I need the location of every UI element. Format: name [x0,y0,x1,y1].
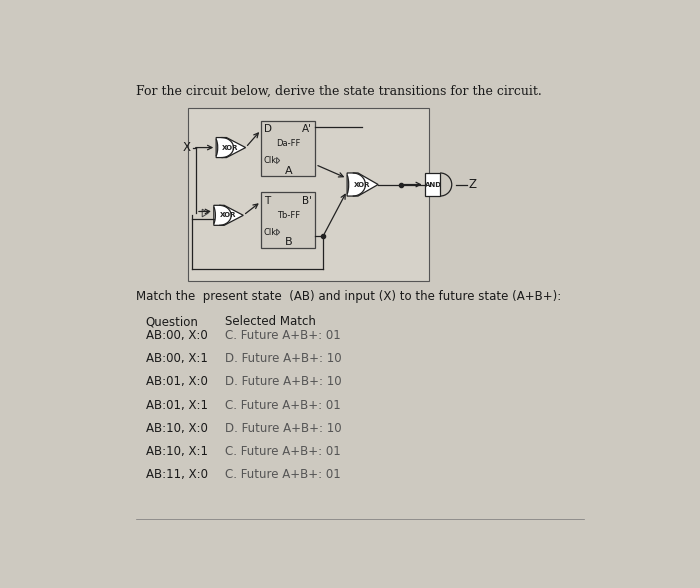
Text: A: A [284,166,292,176]
Text: AB:10, X:1: AB:10, X:1 [146,445,208,458]
Text: X: X [183,141,190,154]
Text: XOR: XOR [220,212,236,218]
Text: Question: Question [146,315,199,329]
Text: XOR: XOR [354,182,370,188]
Text: AB:00, X:0: AB:00, X:0 [146,329,207,342]
Text: D. Future A+B+: 10: D. Future A+B+: 10 [225,352,342,365]
Bar [188,108,428,280]
Text: C. Future A+B+: 01: C. Future A+B+: 01 [225,445,341,458]
Text: XOR: XOR [222,145,238,151]
Text: Da-FF: Da-FF [276,139,300,148]
Text: Clk: Clk [263,228,276,236]
Polygon shape [347,173,378,196]
Text: A': A' [302,125,312,135]
Polygon shape [216,138,246,158]
Text: Selected Match: Selected Match [225,315,316,329]
Text: AB:10, X:0: AB:10, X:0 [146,422,207,435]
Text: For the circuit below, derive the state transitions for the circuit.: For the circuit below, derive the state … [136,85,541,98]
Text: Match the  present state  (AB) and input (X) to the future state (A+B+):: Match the present state (AB) and input (… [136,290,561,303]
Text: D: D [264,125,272,135]
Text: AB:00, X:1: AB:00, X:1 [146,352,207,365]
Text: B: B [284,238,292,248]
Text: AB:01, X:1: AB:01, X:1 [146,399,208,412]
Text: Z: Z [469,178,477,191]
Text: B': B' [302,196,312,206]
Text: C. Future A+B+: 01: C. Future A+B+: 01 [225,399,341,412]
Text: AB:01, X:0: AB:01, X:0 [146,376,207,389]
Polygon shape [214,205,244,225]
Bar [261,192,315,248]
Text: D. Future A+B+: 10: D. Future A+B+: 10 [225,422,342,435]
Text: Clk: Clk [263,156,276,165]
Polygon shape [425,173,440,196]
Text: Tb-FF: Tb-FF [276,211,300,220]
Text: T: T [264,196,270,206]
Bar [261,121,315,176]
Text: AND: AND [425,182,442,188]
Text: D. Future A+B+: 10: D. Future A+B+: 10 [225,376,342,389]
Text: AB:11, X:0: AB:11, X:0 [146,468,208,481]
Text: C. Future A+B+: 01: C. Future A+B+: 01 [225,468,341,481]
Text: C. Future A+B+: 01: C. Future A+B+: 01 [225,329,341,342]
